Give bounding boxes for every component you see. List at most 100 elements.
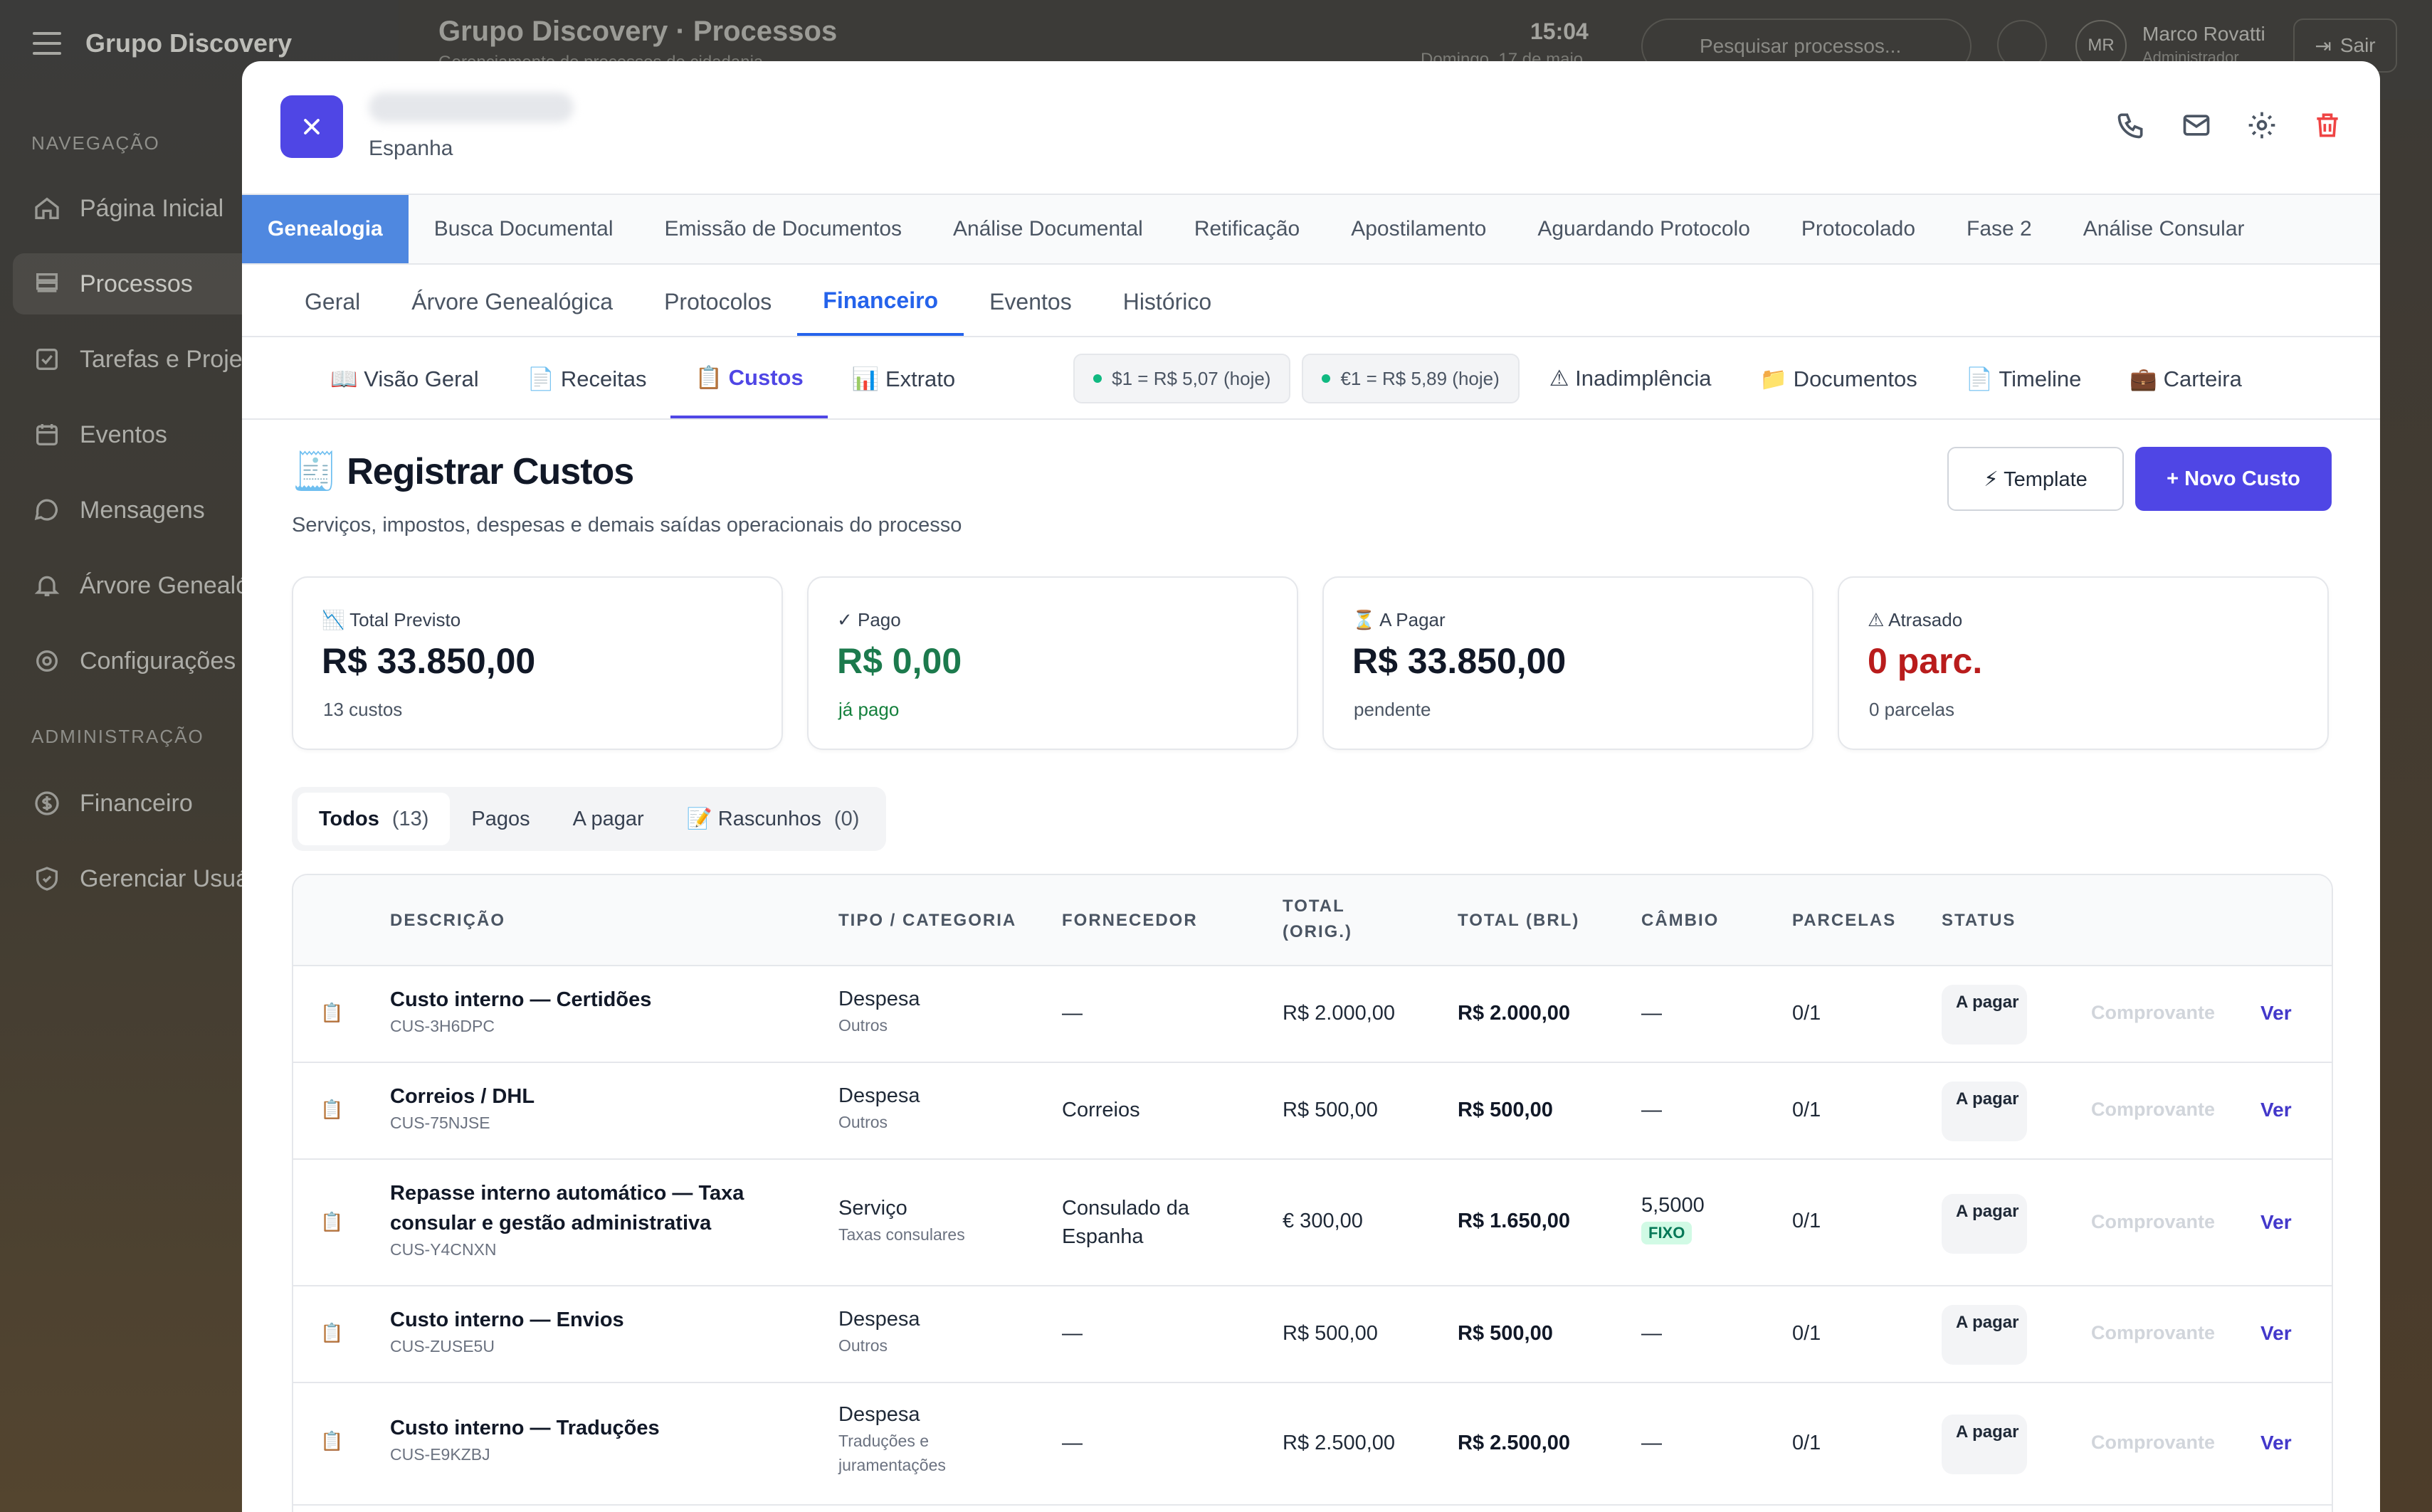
col-total-brl[interactable]: TOTAL (BRL): [1458, 911, 1580, 930]
gear-icon[interactable]: [2246, 110, 2278, 141]
col-parcelas[interactable]: PARCELAS: [1792, 911, 1897, 930]
table-row[interactable]: 📋 Custo interno — Traduções CUS-E9KZBJ De…: [293, 1383, 2332, 1506]
gear-icon: [36, 650, 58, 672]
card-label: ⏳ A Pagar: [1352, 609, 1446, 630]
phase-tab-analise-documental[interactable]: Análise Documental: [953, 217, 1143, 240]
ver-link[interactable]: Ver: [2260, 1432, 2292, 1454]
row-total-brl: R$ 2.000,00: [1458, 1002, 1571, 1025]
ver-link[interactable]: Ver: [2260, 1099, 2292, 1121]
row-type: Serviço Taxas consulares: [838, 1194, 965, 1247]
phone-icon[interactable]: [2115, 110, 2147, 141]
menu-icon[interactable]: [33, 32, 61, 55]
exit-button[interactable]: ⇥ Sair: [2293, 18, 2397, 73]
client-country: Espanha: [369, 137, 453, 160]
fin-tab-inadimplencia[interactable]: ⚠ Inadimplência: [1549, 366, 1712, 391]
card-note: já pago: [838, 699, 900, 720]
ver-link[interactable]: Ver: [2260, 1322, 2292, 1344]
col-status[interactable]: STATUS: [1942, 911, 2016, 930]
col-tipo[interactable]: TIPO / CATEGORIA: [838, 911, 1017, 930]
status-badge: A pagar: [1942, 1194, 2027, 1254]
col-total-orig[interactable]: TOTAL: [1283, 897, 1345, 916]
phase-tab-apostilamento[interactable]: Apostilamento: [1351, 217, 1487, 240]
fin-tab-carteira[interactable]: 💼 Carteira: [2130, 366, 2242, 391]
cost-code: CUS-3H6DPC: [390, 1017, 495, 1035]
sidebar-item-configuracoes[interactable]: Configurações: [13, 630, 383, 692]
trash-icon[interactable]: [2312, 110, 2343, 141]
process-modal: Espanha Genealogia Busca Documental Emis…: [242, 61, 2380, 1512]
filter-todos[interactable]: Todos (13): [298, 793, 451, 845]
status-badge: A pagar: [1942, 1082, 2027, 1141]
status-badge: A pagar: [1942, 1305, 2027, 1365]
phase-tab-analise-consular[interactable]: Análise Consular: [2083, 217, 2245, 240]
tab-historico[interactable]: Histórico: [1122, 288, 1212, 314]
close-icon: [304, 119, 320, 134]
col-cambio[interactable]: CÂMBIO: [1641, 911, 1720, 930]
table-row[interactable]: 📋 Correios / DHL CUS-75NJSE Despesa Outros…: [293, 1063, 2332, 1160]
row-total-brl: R$ 500,00: [1458, 1099, 1553, 1121]
tab-eventos[interactable]: Eventos: [989, 288, 1072, 314]
cost-category: Taxas consulares: [838, 1225, 965, 1244]
template-button[interactable]: ⚡ Template: [1947, 447, 2124, 511]
cost-code: CUS-E9KZBJ: [390, 1445, 490, 1464]
comprovante-link[interactable]: Comprovante: [2091, 1322, 2216, 1343]
row-installments: 0/1: [1792, 1099, 1821, 1121]
new-cost-button[interactable]: + Novo Custo: [2135, 447, 2332, 511]
row-fx: —: [1641, 1002, 1662, 1025]
row-total-orig: R$ 500,00: [1283, 1099, 1378, 1121]
row-supplier: Consulado da Espanha: [1062, 1197, 1189, 1248]
sidebar-item-mensagens[interactable]: Mensagens: [13, 480, 383, 541]
tab-geral[interactable]: Geral: [305, 288, 361, 314]
ver-link[interactable]: Ver: [2260, 1002, 2292, 1024]
table-row[interactable]: 📋 Custo interno — Envios CUS-ZUSE5U Despe…: [293, 1286, 2332, 1383]
row-installments: 0/1: [1792, 1002, 1821, 1025]
phase-tab-busca-documental[interactable]: Busca Documental: [433, 217, 614, 240]
tab-protocolos[interactable]: Protocolos: [664, 288, 772, 314]
calendar-icon: [36, 424, 58, 445]
fin-tab-custos[interactable]: 📋 Custos: [670, 339, 828, 418]
row-total-orig: R$ 2.000,00: [1283, 1002, 1396, 1025]
col-fornecedor[interactable]: FORNECEDOR: [1062, 911, 1198, 930]
sidebar-item-financeiro[interactable]: Financeiro: [13, 773, 383, 834]
col-descricao[interactable]: DESCRIÇÃO: [390, 911, 506, 930]
table-row[interactable]: 📋 Repasse interno automático — Taxa cons…: [293, 1160, 2332, 1286]
table-row[interactable]: 📋 Custo interno — Certidões CUS-3H6DPC De…: [293, 966, 2332, 1063]
section-subtitle: Serviços, impostos, despesas e demais sa…: [292, 514, 962, 536]
card-label: ⚠ Atrasado: [1868, 609, 1963, 630]
card-note: 0 parcelas: [1869, 699, 1954, 720]
fin-tab-timeline[interactable]: 📄 Timeline: [1965, 366, 2082, 391]
filter-count: (13): [391, 807, 429, 830]
card-value: R$ 33.850,00: [322, 641, 536, 681]
fin-tab-visao-geral[interactable]: 📖 Visão Geral: [330, 366, 479, 391]
comprovante-link[interactable]: Comprovante: [2091, 1432, 2216, 1453]
comprovante-link[interactable]: Comprovante: [2091, 1002, 2216, 1023]
tab-financeiro[interactable]: Financeiro: [797, 268, 964, 336]
cost-type: Despesa: [838, 1403, 920, 1426]
comprovante-link[interactable]: Comprovante: [2091, 1099, 2216, 1120]
comprovante-link[interactable]: Comprovante: [2091, 1211, 2216, 1232]
filter-a-pagar[interactable]: A pagar: [552, 793, 665, 845]
fin-tab-extrato[interactable]: 📊 Extrato: [851, 366, 956, 391]
ver-link[interactable]: Ver: [2260, 1211, 2292, 1233]
sidebar-item-home[interactable]: Página Inicial: [13, 178, 383, 239]
card-atrasado: ⚠ Atrasado 0 parc. 0 parcelas: [1838, 576, 2329, 750]
fin-tab-receitas[interactable]: 📄 Receitas: [527, 366, 647, 391]
phase-tab-protocolado[interactable]: Protocolado: [1801, 217, 1916, 240]
sidebar-item-label: Configurações: [80, 647, 236, 675]
card-note: pendente: [1354, 699, 1431, 720]
filter-pagos[interactable]: Pagos: [450, 793, 551, 845]
sidebar-item-eventos[interactable]: Eventos: [13, 404, 383, 465]
fin-tab-documentos[interactable]: 📁 Documentos: [1759, 366, 1917, 391]
cost-code: CUS-75NJSE: [390, 1114, 490, 1132]
row-type: Despesa Outros: [838, 1305, 920, 1358]
close-button[interactable]: [280, 95, 343, 158]
sidebar-item-label: Mensagens: [80, 496, 205, 524]
phase-tab-aguardando[interactable]: Aguardando Protocolo: [1537, 217, 1750, 240]
bell-icon: [34, 576, 60, 596]
filter-rascunhos[interactable]: 📝 Rascunhos (0): [665, 793, 881, 845]
phase-tab-retificacao[interactable]: Retificação: [1194, 217, 1300, 240]
phase-tab-emissao[interactable]: Emissão de Documentos: [664, 217, 902, 240]
phase-tab-genealogia[interactable]: Genealogia: [242, 195, 409, 263]
mail-icon[interactable]: [2181, 110, 2212, 141]
tab-arvore[interactable]: Árvore Genealógica: [411, 288, 614, 314]
phase-tab-fase2[interactable]: Fase 2: [1967, 217, 2032, 240]
